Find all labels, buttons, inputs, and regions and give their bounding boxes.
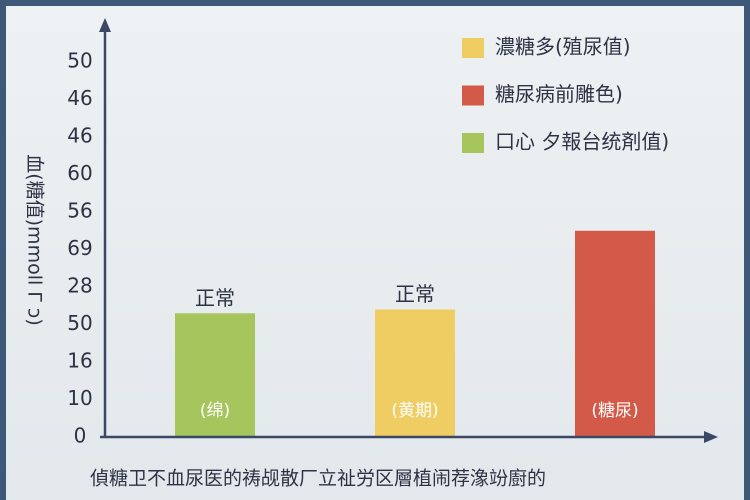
bar-category-label: (糖尿) <box>591 401 638 421</box>
bar <box>575 230 655 437</box>
y-tick-label: 0 <box>74 424 87 448</box>
y-tick-label: 50 <box>67 49 92 73</box>
legend-swatch <box>462 133 484 153</box>
y-tick-label: 60 <box>67 161 92 185</box>
bar-category-label: (黄期) <box>391 401 438 421</box>
y-tick-label: 28 <box>67 274 92 298</box>
legend-swatch <box>462 85 484 106</box>
y-axis-label: 血(糖值)mmoll Γ ɔ) <box>24 154 46 326</box>
legend-label: 糖尿病前雕色) <box>495 82 623 106</box>
bar-category-label: (绵) <box>200 401 230 421</box>
y-tick-label: 50 <box>67 311 92 335</box>
y-tick-label: 16 <box>67 349 92 373</box>
bar-top-label: 正常 <box>195 286 235 310</box>
legend-label: 濃糖多(殖尿值) <box>495 35 631 59</box>
y-axis-arrow <box>99 18 111 32</box>
bar <box>175 313 255 437</box>
caption: 偵糖卫不血尿医的祷觇散厂立祉労区層植闹荐潒竕廚的 <box>90 467 546 490</box>
legend-swatch <box>462 38 484 58</box>
y-tick-label: 10 <box>67 386 92 410</box>
y-tick-label: 46 <box>67 124 92 148</box>
y-tick-label: 69 <box>67 236 92 260</box>
y-tick-label: 46 <box>67 86 92 110</box>
legend-label: 口心 夕報台统剤值) <box>495 130 669 154</box>
y-tick-label: 56 <box>67 199 92 223</box>
bar <box>375 309 455 437</box>
x-axis-arrow <box>704 431 718 443</box>
bar-top-label: 正常 <box>395 282 435 306</box>
